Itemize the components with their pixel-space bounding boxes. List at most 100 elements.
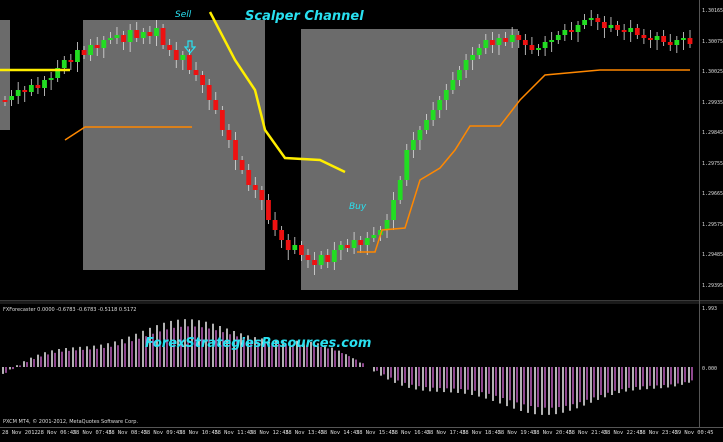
time-label: 28 Nov 07:45 <box>72 430 112 436</box>
sell-signal-label: Sell <box>175 10 192 20</box>
oscillator-chart[interactable] <box>0 303 699 427</box>
candle-body <box>266 200 271 220</box>
candle-body <box>279 230 285 240</box>
time-label: 29 Nov 00:45 <box>674 430 714 436</box>
candle-body <box>595 18 601 22</box>
candle-body <box>15 90 21 96</box>
candle-body <box>200 75 205 85</box>
candle-body <box>2 100 8 102</box>
candle-body <box>569 30 574 32</box>
candle-body <box>430 110 436 120</box>
candle-body <box>298 245 304 255</box>
candle-body <box>94 45 100 48</box>
osc-scale-label: 1.993 <box>702 306 718 312</box>
candle-body <box>634 28 640 35</box>
price-chart[interactable] <box>0 0 699 300</box>
time-label: 28 Nov 12:45 <box>249 430 289 436</box>
candle-body <box>661 36 667 42</box>
price-label: 1.29395 <box>702 282 723 289</box>
candle-body <box>615 25 620 30</box>
candle-body <box>338 245 344 250</box>
candle-body <box>536 48 541 50</box>
time-label: 28 Nov 18:45 <box>462 430 502 436</box>
candle-body <box>575 25 581 32</box>
candle-body <box>463 60 469 70</box>
candle-body <box>233 140 238 160</box>
chart-title: Scalper Channel <box>245 9 364 24</box>
candle-body <box>252 185 258 190</box>
price-scale[interactable] <box>699 0 723 427</box>
time-label: 28 Nov 11:45 <box>214 430 254 436</box>
candle-body <box>187 55 192 70</box>
candle-body <box>681 38 686 40</box>
price-label: 1.29665 <box>702 191 723 197</box>
candle-body <box>134 30 140 38</box>
buy-signal-label: Buy <box>349 202 367 212</box>
channel-line-yellow <box>208 11 346 174</box>
time-label: 28 Nov 13:45 <box>285 430 325 436</box>
candle-body <box>443 90 449 100</box>
watermark-text: ForexStrategiesResources.com <box>145 336 372 351</box>
candle-body <box>391 200 397 220</box>
candle-body <box>457 70 462 80</box>
price-label: 1.29575 <box>702 221 723 228</box>
candle-body <box>259 190 265 200</box>
candle-body <box>410 140 416 150</box>
candle-body <box>213 100 219 110</box>
candle-body <box>364 238 370 245</box>
candle-body <box>312 260 317 265</box>
time-label: 28 Nov 06:45 <box>37 430 77 436</box>
candle-body <box>687 38 693 44</box>
candle-body <box>55 68 61 78</box>
candle-body <box>588 18 594 20</box>
candle-body <box>516 35 522 40</box>
candle-body <box>345 245 350 248</box>
time-label: 28 Nov 17:45 <box>426 430 466 436</box>
candle-body <box>219 110 225 130</box>
time-label: 28 Nov 09:45 <box>143 430 183 436</box>
candle-body <box>167 45 173 50</box>
candle-body <box>272 220 278 230</box>
candle-body <box>450 80 456 90</box>
sell-arrow-down-icon <box>184 40 196 54</box>
price-label: 1.29935 <box>702 99 723 106</box>
indicator-title: FXForecaster 0.0000 -0.6783 -0.6783 -0.5… <box>3 307 137 313</box>
buy-zone <box>301 29 518 290</box>
time-label: 28 Nov 20:45 <box>533 430 572 436</box>
candle-body <box>318 255 324 265</box>
price-label: 1.29845 <box>702 130 723 136</box>
candle-body <box>9 96 14 100</box>
candle-body <box>114 35 120 38</box>
candle-body <box>154 28 159 36</box>
time-label: 28 Nov 08:45 <box>108 430 148 436</box>
candle-body <box>384 220 390 230</box>
candle-body <box>601 22 607 28</box>
candle-body <box>667 42 673 45</box>
candle-body <box>173 50 179 60</box>
candle-body <box>404 150 410 180</box>
time-label: 28 Nov 15:45 <box>356 430 395 436</box>
candle-body <box>147 32 153 36</box>
candle-body <box>239 160 245 170</box>
osc-scale-label: 0.000 <box>702 366 718 372</box>
candle-body <box>48 78 54 80</box>
pane-divider[interactable] <box>0 300 723 304</box>
candle-body <box>206 85 212 100</box>
candle-body <box>107 38 113 40</box>
candle-body <box>226 130 232 140</box>
time-label: 28 Nov 23:45 <box>639 430 679 436</box>
candle-body <box>496 38 502 45</box>
channel-line-orange <box>357 69 690 253</box>
candle-body <box>28 85 34 92</box>
candle-body <box>476 48 482 55</box>
candle-body <box>483 40 489 48</box>
candle-body <box>641 35 647 38</box>
candle-body <box>193 70 199 75</box>
time-axis[interactable] <box>0 427 723 442</box>
candle-body <box>68 60 74 62</box>
price-label: 1.30025 <box>702 69 723 75</box>
candle-body <box>397 180 403 200</box>
candle-body <box>285 240 291 250</box>
candle-body <box>292 245 298 250</box>
candle-body <box>437 100 443 110</box>
